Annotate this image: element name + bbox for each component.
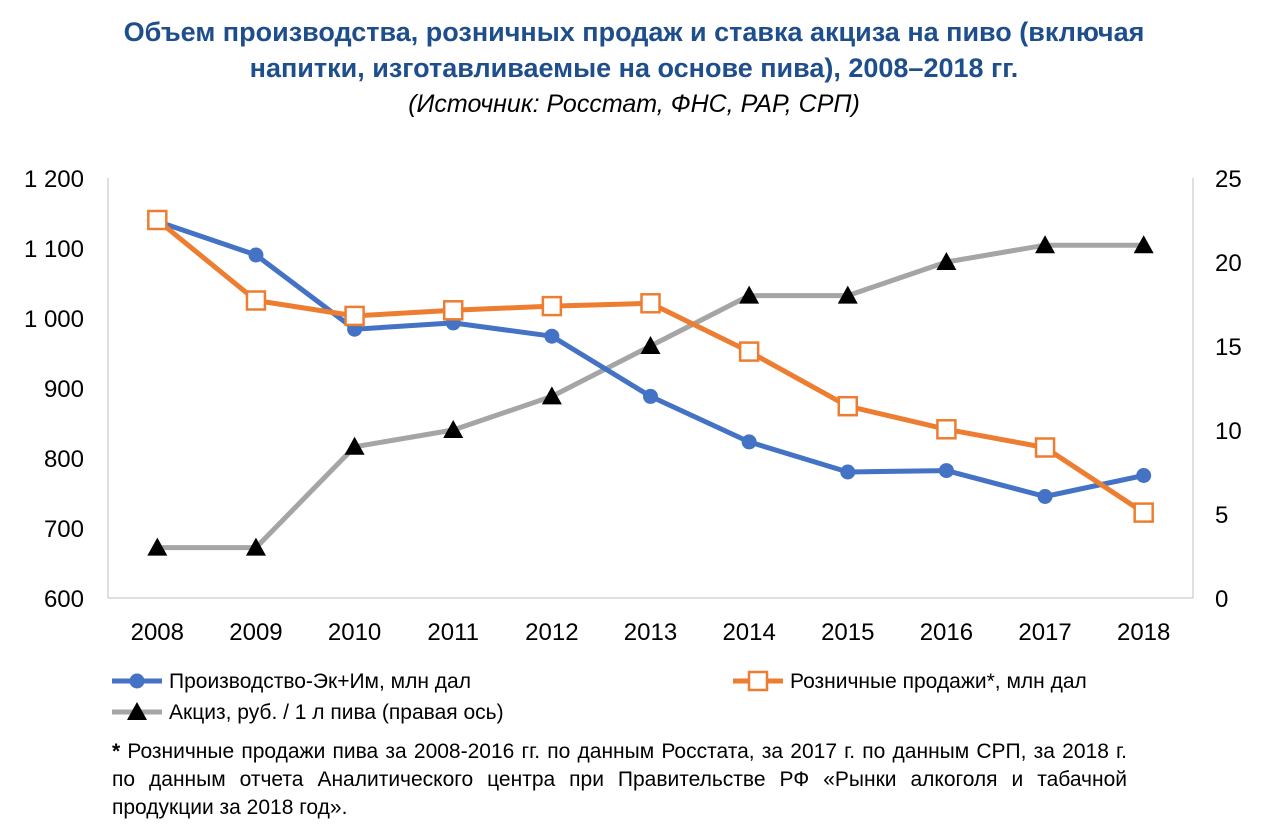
series-1-point xyxy=(837,395,859,417)
x-tick-label: 2008 xyxy=(131,619,184,646)
series-2-point xyxy=(640,336,661,354)
series-1-point xyxy=(1133,502,1154,523)
y-left-tick-label: 1 100 xyxy=(24,236,84,263)
series-0-point xyxy=(544,328,560,344)
series-1-point xyxy=(147,209,168,231)
line-chart: 600 700 800 900 1 000 1 100 1 200 0 5 10 15 20 25 200… xyxy=(24,166,1242,724)
x-tick-label: 2013 xyxy=(624,619,677,646)
x-tick-label: 2015 xyxy=(821,619,874,646)
series-0-point xyxy=(248,247,264,263)
legend-label-0: Производство-Эк+Им, млн дал xyxy=(169,670,471,693)
y-left-tick-label: 1 000 xyxy=(24,306,84,333)
x-tick-label: 2011 xyxy=(427,619,479,646)
series-0-point xyxy=(938,463,954,479)
x-tick-label: 2018 xyxy=(1117,619,1170,646)
series-1-point xyxy=(541,295,563,317)
y-right-tick-label: 25 xyxy=(1215,166,1242,193)
series-1-point xyxy=(640,293,661,314)
footnote-marker: * xyxy=(112,740,121,763)
y-right-tick-label: 10 xyxy=(1215,418,1242,445)
chart-title-line-2: напитки, изготавливаемые на основе пива)… xyxy=(249,53,1019,83)
series-0-point xyxy=(1037,489,1053,504)
x-tick-label: 2016 xyxy=(920,619,973,646)
y-left-tick-label: 600 xyxy=(44,586,84,613)
y-left-tick-label: 700 xyxy=(44,516,84,543)
y-left-tick-label: 900 xyxy=(44,376,84,403)
series-line-0 xyxy=(154,218,1147,499)
y-right-tick-label: 20 xyxy=(1215,250,1242,277)
series-1-point xyxy=(738,341,760,362)
series-2-point xyxy=(837,285,858,304)
series-2-point xyxy=(541,386,562,405)
chart-title-line-1: Объем производства, розничных продаж и с… xyxy=(123,17,1145,47)
y-left-tick-label: 800 xyxy=(44,446,84,473)
legend-marker-1 xyxy=(747,670,769,692)
x-tick-label: 2010 xyxy=(328,619,381,646)
series-2-point xyxy=(147,537,168,556)
series-2-point xyxy=(245,537,266,556)
series-1-point xyxy=(442,300,464,321)
x-tick-label: 2012 xyxy=(525,619,578,646)
x-tick-label: 2017 xyxy=(1018,619,1071,646)
chart-subtitle: (Источник: Росстат, ФНС, РАР, СРП) xyxy=(408,90,860,118)
y-right-tick-label: 5 xyxy=(1215,502,1228,529)
y-left-tick-label: 1 200 xyxy=(24,166,84,193)
series-line-1 xyxy=(154,217,1147,516)
series-1-point xyxy=(936,419,957,440)
chart-title: Объем производства, розничных продаж и с… xyxy=(0,14,1268,86)
series-0-point xyxy=(840,464,856,480)
y-right-tick-label: 0 xyxy=(1215,586,1228,613)
series-2-point xyxy=(443,420,464,438)
legend-label-2: Акциз, руб. / 1 л пива (правая ось) xyxy=(169,701,504,724)
series-2-point xyxy=(936,252,957,270)
series-0-point xyxy=(1136,468,1152,483)
x-tick-label: 2014 xyxy=(722,619,775,646)
legend-marker-0 xyxy=(129,673,145,689)
series-2-point xyxy=(344,436,365,455)
legend-marker-2 xyxy=(127,702,147,720)
series-1-point xyxy=(1034,437,1056,458)
series-1-point xyxy=(245,290,267,311)
series-0-point xyxy=(741,434,757,450)
series-2-point xyxy=(1133,235,1154,254)
footnote-text: Розничные продажи пива за 2008-2016 гг. … xyxy=(112,740,1127,819)
series-1-point xyxy=(344,305,365,327)
series-0-point xyxy=(643,388,658,404)
series-2-point xyxy=(739,285,760,304)
y-right-tick-label: 15 xyxy=(1215,334,1242,361)
footnote: * Розничные продажи пива за 2008-2016 гг… xyxy=(112,738,1127,822)
x-tick-label: 2009 xyxy=(229,619,282,646)
legend-label-1: Розничные продажи*, млн дал xyxy=(790,670,1087,693)
series-2-point xyxy=(1035,235,1056,254)
